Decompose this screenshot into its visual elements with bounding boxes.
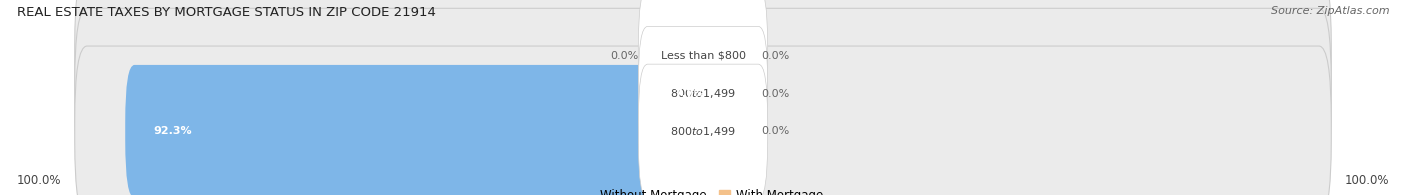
- Text: 0.0%: 0.0%: [610, 51, 638, 61]
- FancyBboxPatch shape: [638, 0, 768, 123]
- Text: $800 to $1,499: $800 to $1,499: [671, 125, 735, 138]
- Text: 0.0%: 0.0%: [762, 89, 790, 99]
- FancyBboxPatch shape: [647, 27, 713, 160]
- Text: 0.0%: 0.0%: [762, 126, 790, 136]
- Text: REAL ESTATE TAXES BY MORTGAGE STATUS IN ZIP CODE 21914: REAL ESTATE TAXES BY MORTGAGE STATUS IN …: [17, 6, 436, 19]
- Legend: Without Mortgage, With Mortgage: Without Mortgage, With Mortgage: [578, 185, 828, 195]
- Text: 92.3%: 92.3%: [153, 126, 191, 136]
- Text: 0.0%: 0.0%: [762, 51, 790, 61]
- FancyBboxPatch shape: [638, 64, 768, 195]
- Text: Source: ZipAtlas.com: Source: ZipAtlas.com: [1271, 6, 1389, 16]
- Text: Less than $800: Less than $800: [661, 51, 745, 61]
- Text: $800 to $1,499: $800 to $1,499: [671, 87, 735, 100]
- Text: 100.0%: 100.0%: [1344, 174, 1389, 187]
- FancyBboxPatch shape: [693, 27, 762, 160]
- FancyBboxPatch shape: [125, 65, 713, 195]
- FancyBboxPatch shape: [75, 46, 1331, 195]
- FancyBboxPatch shape: [75, 0, 1331, 141]
- FancyBboxPatch shape: [693, 65, 762, 195]
- FancyBboxPatch shape: [638, 26, 768, 161]
- FancyBboxPatch shape: [693, 0, 762, 122]
- Text: 100.0%: 100.0%: [17, 174, 62, 187]
- FancyBboxPatch shape: [75, 8, 1331, 179]
- Text: 7.7%: 7.7%: [673, 89, 704, 99]
